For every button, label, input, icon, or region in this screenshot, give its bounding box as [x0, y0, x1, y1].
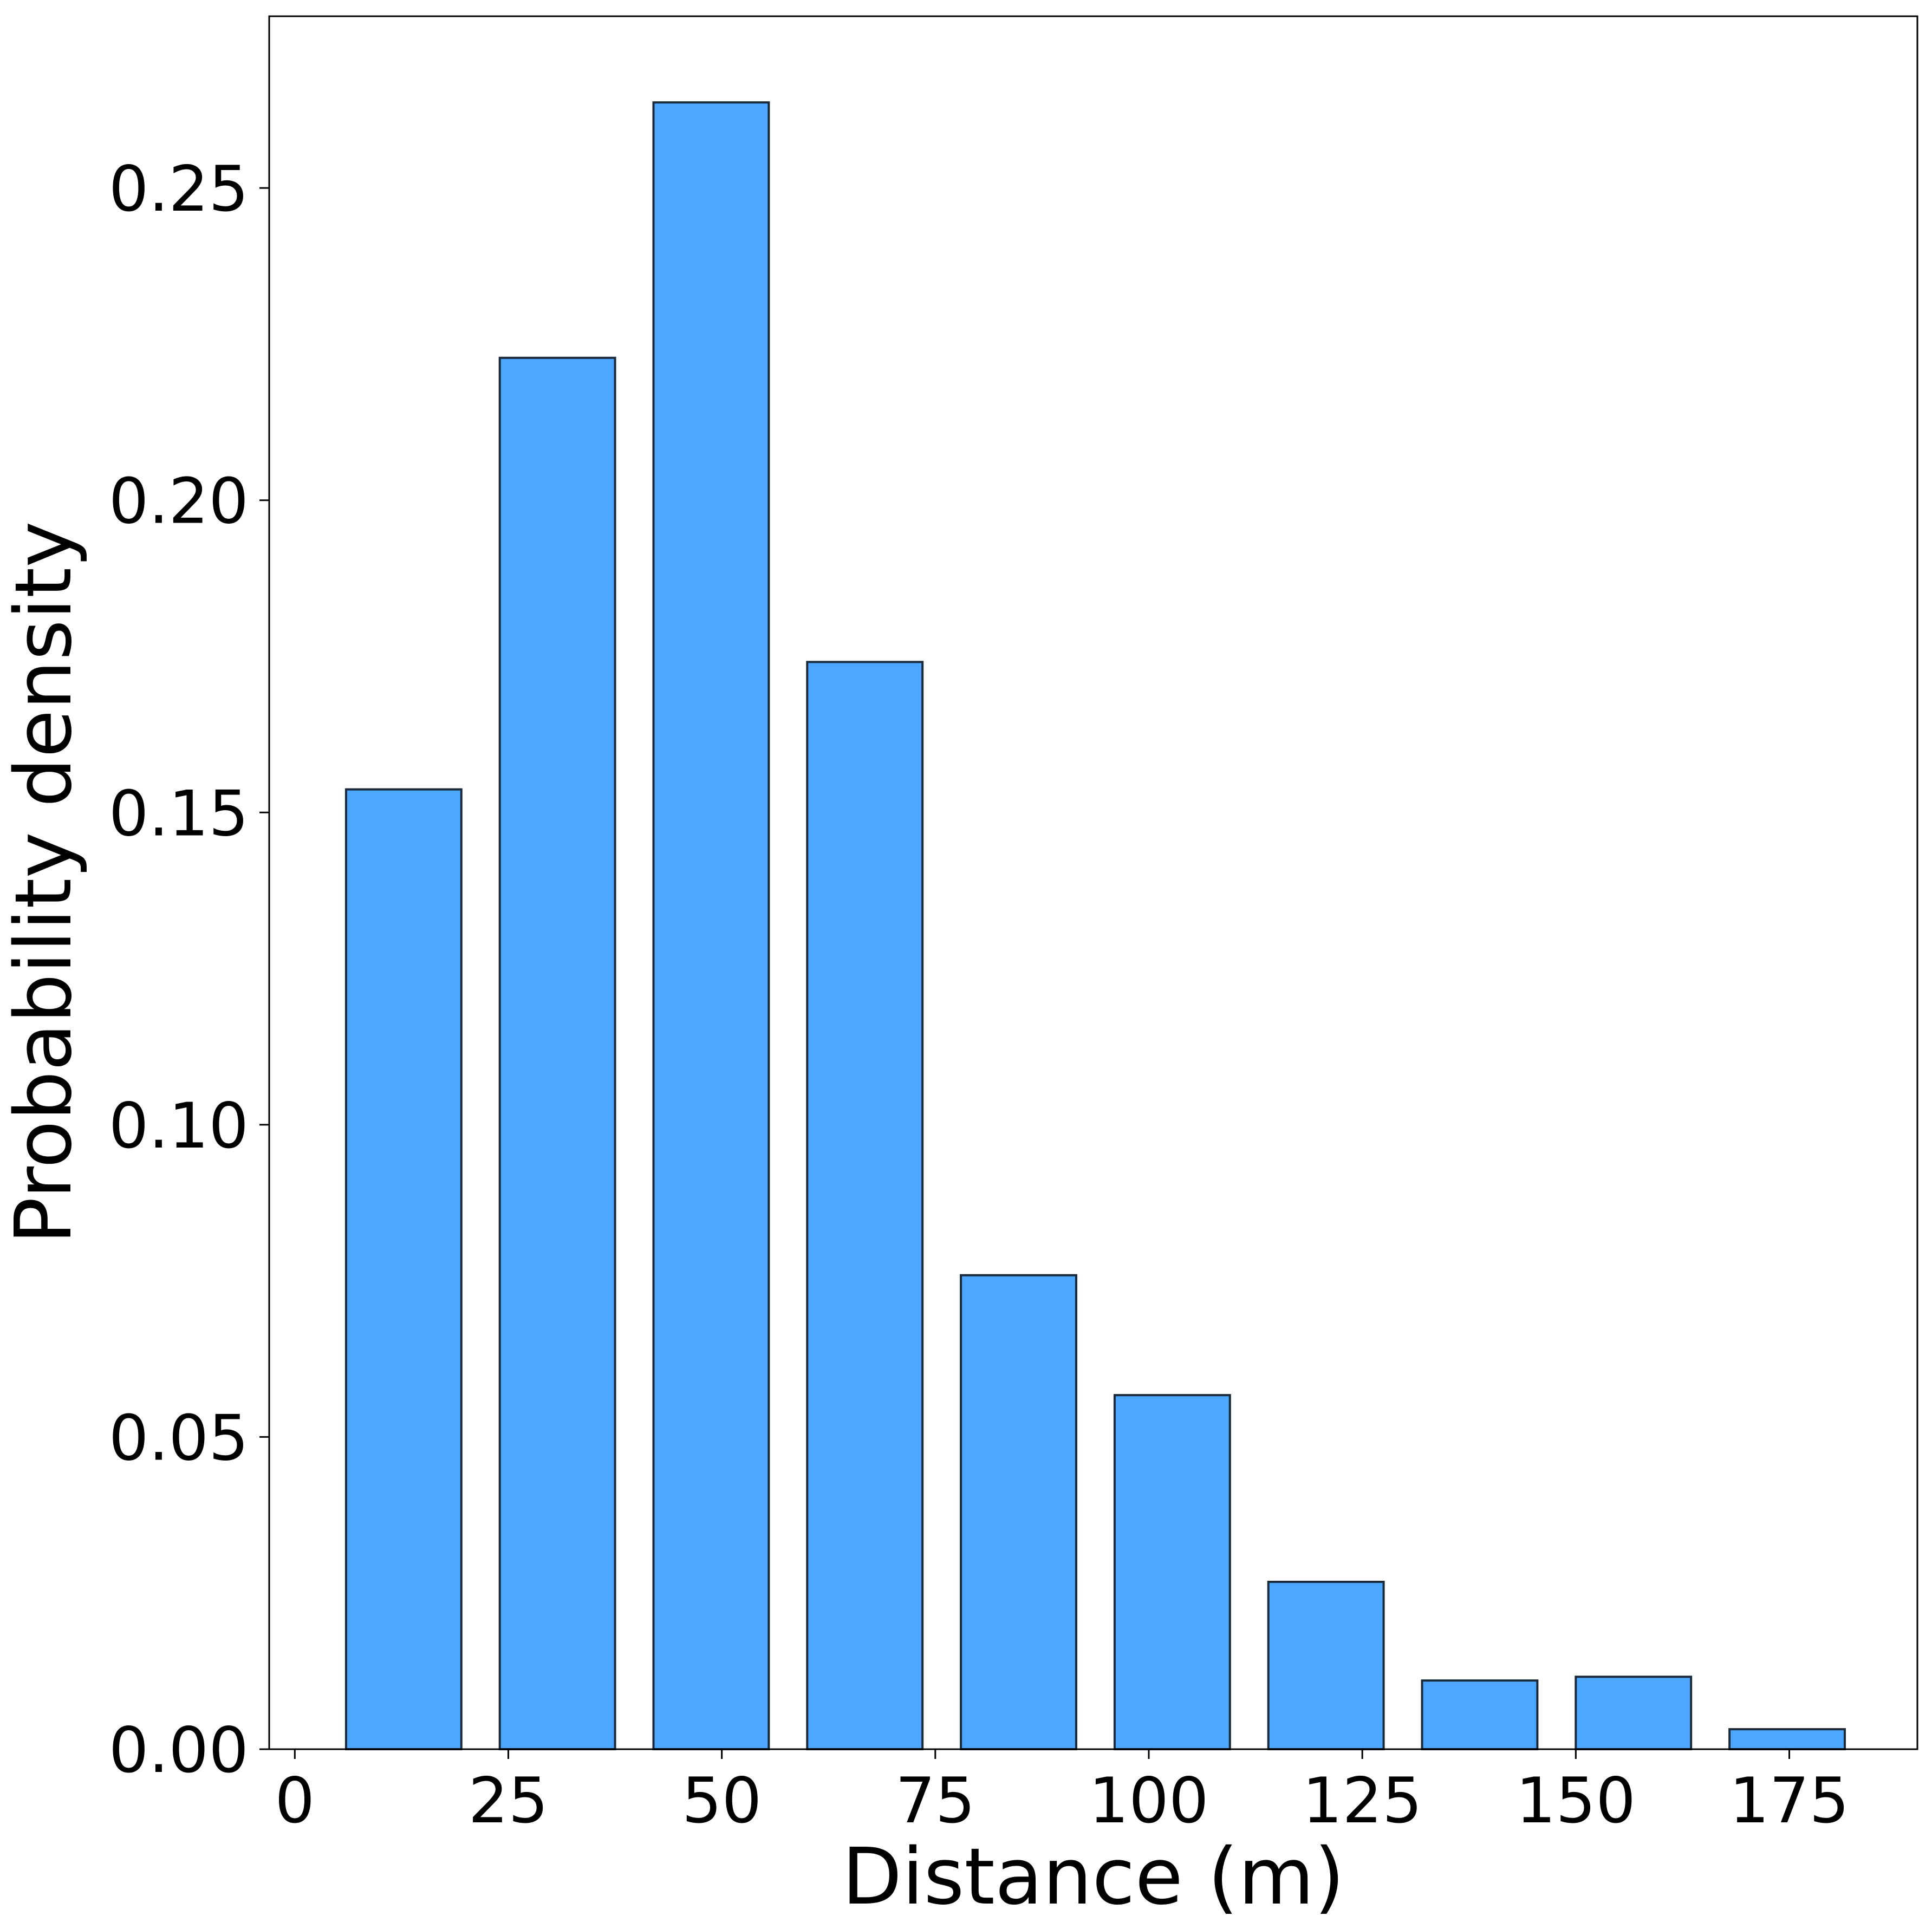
- bars-group: [344, 101, 1846, 1751]
- bar-9: [1728, 1728, 1846, 1751]
- bar-8: [1575, 1676, 1693, 1750]
- bar-1: [498, 356, 616, 1751]
- x-axis-label: Distance (m): [842, 1831, 1344, 1922]
- bar-0: [344, 788, 463, 1750]
- y-tick-label: 0.05: [109, 1402, 249, 1475]
- plot-area-frame: [268, 15, 1918, 1750]
- x-axis-ticks: 0 25 50 75 100 125 150 175: [275, 1749, 1849, 1837]
- x-tick-label: 125: [1302, 1764, 1422, 1837]
- x-tick-label: 50: [682, 1764, 762, 1837]
- x-tick-label: 25: [469, 1764, 549, 1837]
- x-tick-label: 150: [1516, 1764, 1636, 1837]
- y-tick-label: 0.15: [109, 777, 249, 850]
- bar-4: [960, 1274, 1077, 1751]
- bar-2: [652, 101, 770, 1750]
- x-tick-label: 75: [895, 1764, 975, 1837]
- y-tick-label: 0.10: [109, 1090, 249, 1163]
- y-tick-label: 0.20: [109, 465, 249, 538]
- bar-3: [806, 661, 924, 1750]
- y-axis-ticks: 0.00 0.05 0.10 0.15 0.20 0.25: [109, 153, 269, 1787]
- x-tick-label: 0: [275, 1764, 315, 1837]
- bar-7: [1421, 1679, 1539, 1750]
- y-tick-label: 0.25: [109, 153, 249, 226]
- x-tick-label: 175: [1729, 1764, 1849, 1837]
- bar-6: [1267, 1580, 1385, 1750]
- bar-5: [1113, 1394, 1231, 1750]
- y-axis-label: Probability density: [0, 522, 89, 1244]
- y-tick-label: 0.00: [109, 1714, 249, 1787]
- x-tick-label: 100: [1089, 1764, 1208, 1837]
